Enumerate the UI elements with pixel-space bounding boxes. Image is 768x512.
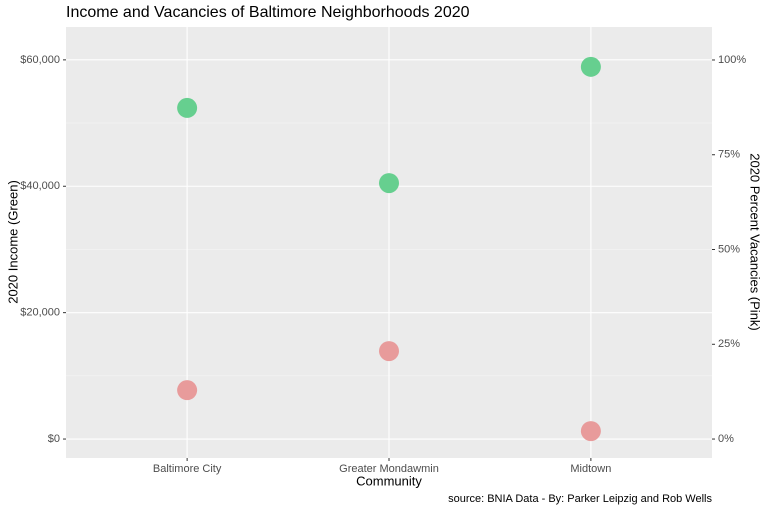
- x-tick-label: Midtown: [570, 463, 611, 475]
- y2-tick-label: 75%: [718, 149, 740, 161]
- y2-tick-label: 50%: [718, 243, 740, 255]
- y2-tick-label: 100%: [718, 54, 746, 66]
- point: [379, 173, 399, 194]
- point: [580, 56, 601, 77]
- y2-tick-label: 0%: [718, 433, 734, 445]
- y-tick-label: $40,000: [20, 180, 60, 192]
- y-axis-label: 2020 Income (Green): [5, 180, 20, 304]
- y-tick-label: $60,000: [20, 54, 60, 66]
- x-tick-label: Greater Mondawmin: [339, 463, 439, 475]
- point: [177, 97, 198, 118]
- point: [379, 341, 399, 362]
- caption: source: BNIA Data - By: Parker Leipzig a…: [448, 493, 712, 505]
- point: [177, 380, 198, 401]
- point: [580, 421, 601, 442]
- y2-axis-label: 2020 Percent Vacancies (Pink): [748, 153, 763, 331]
- x-tick-label: Baltimore City: [153, 463, 222, 475]
- y-tick-label: $0: [48, 433, 60, 445]
- x-axis-label: Community: [356, 473, 422, 488]
- chart-title: Income and Vacancies of Baltimore Neighb…: [66, 4, 470, 21]
- y-tick-label: $20,000: [20, 307, 60, 319]
- y2-tick-label: 25%: [718, 338, 740, 350]
